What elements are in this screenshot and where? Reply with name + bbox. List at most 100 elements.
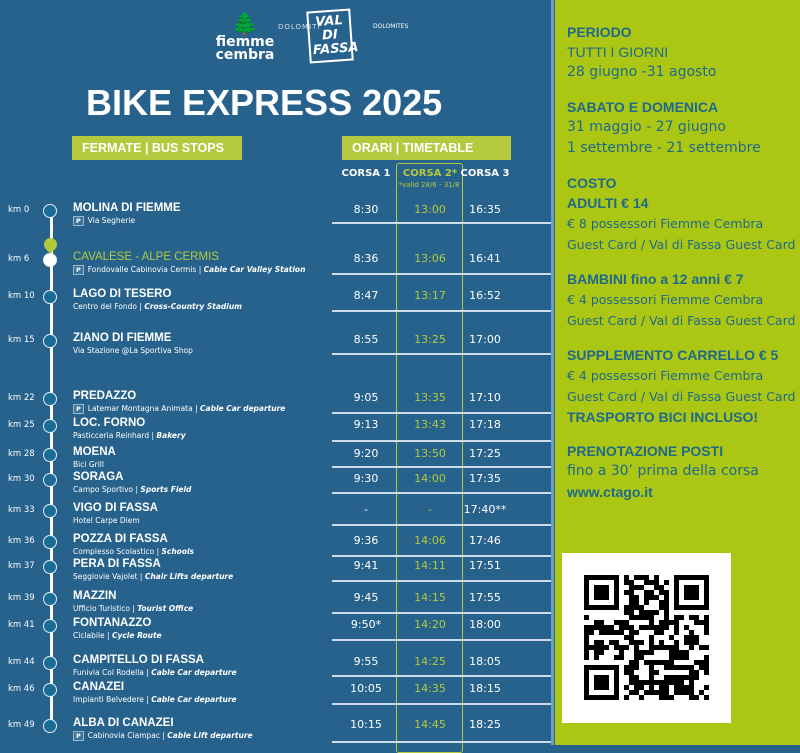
time-corsa-1: 9:55 [353,655,379,668]
stop-row: km 33 VIGO DI FASSA Hotel Carpe Diem - - 17:4… [0,502,552,529]
stop-dot-icon [43,560,57,574]
carrello-discount-2: Guest Card / Val di Fassa Guest Card [567,389,796,404]
time-corsa-2: 13:43 [414,418,446,431]
stop-name: POZZA DI FASSA [73,533,168,545]
parking-icon: P [73,731,84,741]
row-separator [332,440,552,442]
time-corsa-1: 9:36 [353,534,379,547]
stop-sub-en: Chair Lifts departure [144,572,234,581]
stop-name: VIGO DI FASSA [73,502,158,514]
stop-km: km 10 [8,291,35,301]
time-corsa-1: 9:30 [353,472,379,485]
stop-sub: Latemar Montagna Animata [87,404,193,413]
weekend-heading: SABATO E DOMENICA [567,99,719,115]
stop-sub-en: Cycle Route [111,631,162,640]
stop-sub: Bici Grill [73,460,104,469]
stop-sub: Impianti Belvedere [73,695,144,704]
stop-row: km 15 ZIANO DI FIEMME Via Stazione @La Spo… [0,332,552,359]
stop-km: km 44 [8,657,35,667]
row-separator [332,580,552,582]
row-separator [332,675,552,677]
carrello-discount-1: € 4 possessori Fiemme Cembra [567,368,764,383]
row-separator [332,466,552,468]
periodo-heading: PERIODO [567,24,632,40]
stop-km: km 25 [8,420,35,430]
stop-dot-icon [43,719,57,733]
time-corsa-3: 16:52 [469,289,501,302]
stop-dot-icon [43,419,57,433]
stop-dot-icon [43,592,57,606]
stop-detail: P Latemar Montagna Animata | Cable Car de… [73,404,285,414]
time-corsa-2: 13:17 [414,289,446,302]
stop-detail: Complesso Scolastico | Schools [73,547,195,556]
stop-detail: Seggiovie Vajolet | Chair Lifts departur… [73,572,234,581]
stop-sub-en: Cable Car Valley Station [203,265,306,274]
stop-detail: Campo Sportivo | Sports Field [73,485,192,494]
weekend-dates-1: 31 maggio - 27 giugno [567,119,726,135]
stop-name: MOENA [73,446,116,458]
time-corsa-3: 17:51 [469,559,501,572]
bambini-discount-1: € 4 possessori Fiemme Cembra [567,292,764,307]
stop-sub-en: Schools [161,547,195,556]
time-corsa-3: 17:55 [469,591,501,604]
stop-km: km 46 [8,684,35,694]
booking-note: fino a 30’ prima della corsa [567,463,759,479]
stop-sub: Pasticceria Reinhard [73,431,150,440]
stop-detail: P Fondovalle Cabinovia Cermis | Cable Car… [73,265,305,275]
time-corsa-2: 13:35 [414,391,446,404]
stop-km: km 37 [8,561,35,571]
time-corsa-1: 8:55 [353,333,379,346]
row-separator [332,741,552,743]
row-separator [332,703,552,705]
time-corsa-3: 17:40** [463,503,507,516]
stop-row: km 28 MOENA Bici Grill 9:20 13:50 17:25 [0,446,552,473]
stop-row: km 0 MOLINA DI FIEMME P Via Segherie 8:30 13:… [0,202,552,229]
time-corsa-2: 14:25 [414,655,446,668]
stop-sub-en: Tourist Office [137,604,194,613]
adulti-discount-1: € 8 possessori Fiemme Cembra [567,216,764,231]
time-corsa-1: 8:47 [353,289,379,302]
stop-sub: Ciclabile [73,631,105,640]
stop-name: LOC. FORNO [73,417,146,429]
time-corsa-1: 9:41 [353,559,379,572]
stop-dot-icon [43,619,57,633]
divider [551,0,554,745]
time-corsa-2: 13:06 [414,252,446,265]
bus-stops-header: FERMATE | BUS STOPS [72,136,242,160]
stop-km: km 41 [8,620,35,630]
stop-name: PERA DI FASSA [73,558,161,570]
stop-row: km 44 CAMPITELLO DI FASSA Funivia Col Rode… [0,654,552,681]
stop-dot-icon [43,473,57,487]
stop-sub: Cabinovia Ciampac [87,731,160,740]
stop-sub-en: Sports Field [140,485,192,494]
qr-code[interactable] [562,553,731,723]
stop-row: km 46 CANAZEI Impianti Belvedere | Cable C… [0,681,552,708]
bambini-price: BAMBINI fino a 12 anni € 7 [567,271,744,287]
stop-dot-icon [43,253,57,267]
stop-dot-icon [43,290,57,304]
time-corsa-2: 14:15 [414,591,446,604]
stop-name: LAGO DI TESERO [73,288,172,300]
stop-dot-icon [43,204,57,218]
stop-detail: Centro del Fondo | Cross-Country Stadium [73,302,242,311]
stop-detail: Ciclabile | Cycle Route [73,631,162,640]
stop-name: PREDAZZO [73,390,137,402]
stop-dot-icon [43,334,57,348]
time-corsa-2: 13:25 [414,333,446,346]
time-corsa-3: 17:46 [469,534,501,547]
stop-row: km 49 ALBA DI CANAZEI P Cabinovia Ciampac |… [0,717,552,744]
website-link[interactable]: www.ctago.it [567,484,653,500]
bambini-discount-2: Guest Card / Val di Fassa Guest Card [567,313,796,328]
page-title: BIKE EXPRESS 2025 [86,82,443,123]
stop-sub: Centro del Fondo [73,302,138,311]
time-corsa-1: 9:45 [353,591,379,604]
stop-km: km 33 [8,505,35,515]
stop-detail: Pasticceria Reinhard | Bakery [73,431,186,440]
time-corsa-2: - [428,503,432,516]
stop-sub-en: Cable Car departure [151,695,237,704]
row-separator [332,310,552,312]
stop-detail: Via Stazione @La Sportiva Shop [73,346,193,355]
stop-sub: Hotel Carpe Diem [73,516,140,525]
time-corsa-1: 9:20 [353,447,379,460]
adulti-discount-2: Guest Card / Val di Fassa Guest Card [567,237,796,252]
